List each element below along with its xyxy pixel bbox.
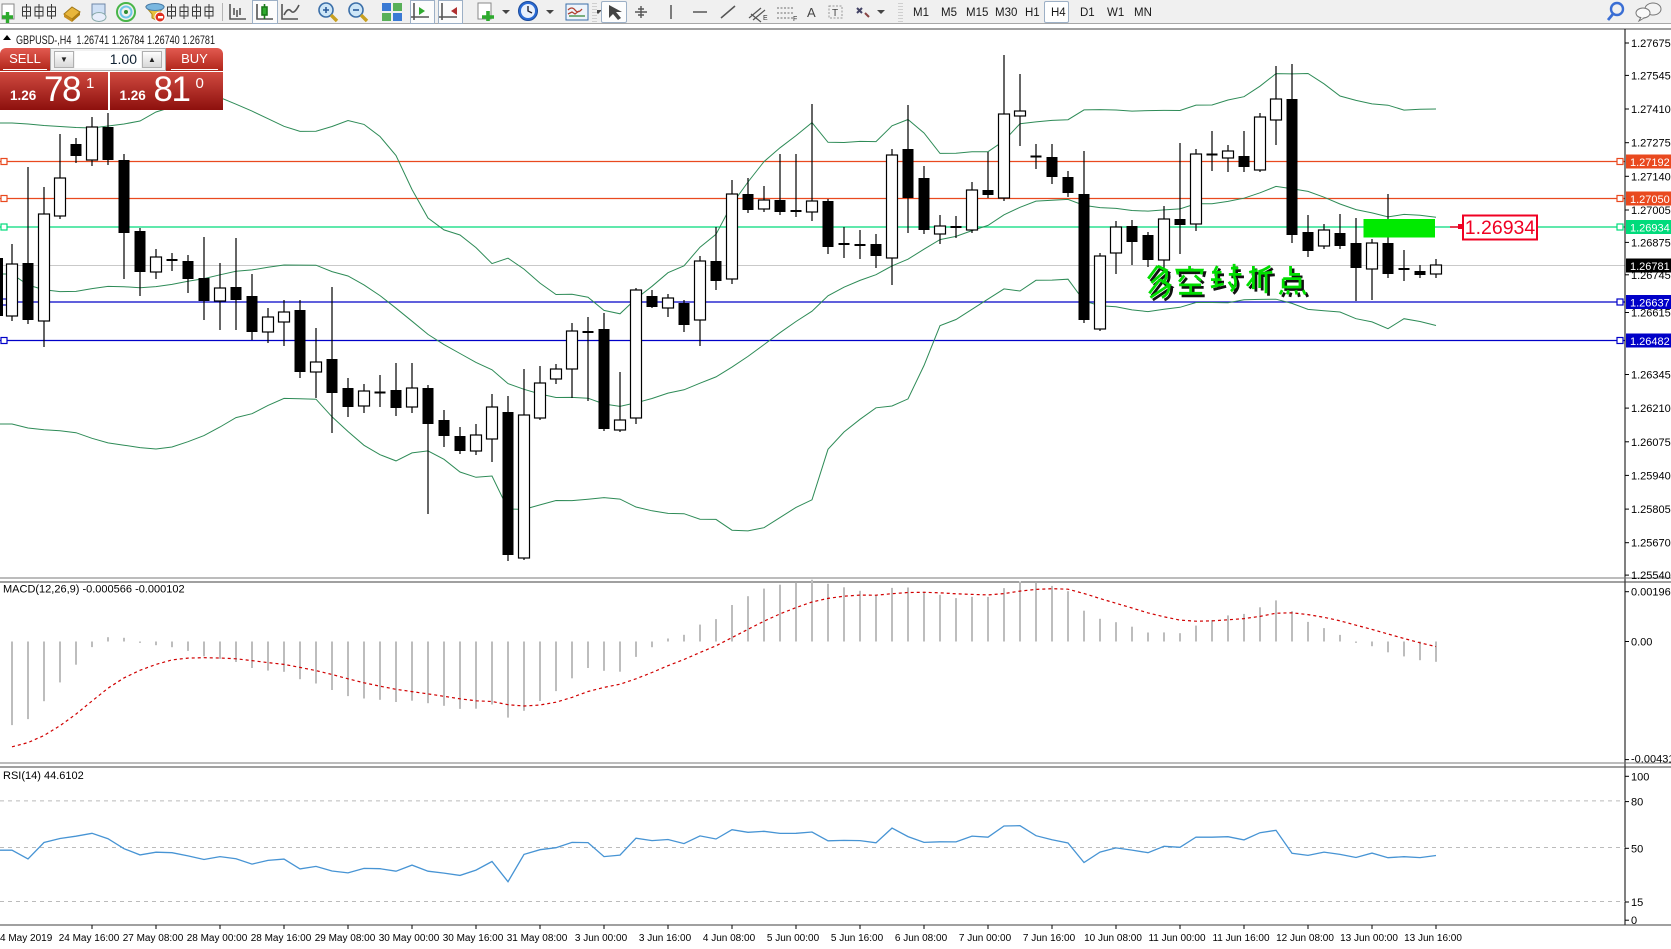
svg-text:1.27675: 1.27675 [1631,38,1671,50]
svg-text:1.27410: 1.27410 [1631,104,1671,116]
svg-text:11 Jun 00:00: 11 Jun 00:00 [1148,933,1206,944]
svg-text:7 Jun 00:00: 7 Jun 00:00 [959,933,1012,944]
svg-text:1.25940: 1.25940 [1631,470,1671,482]
svg-text:28 May 16:00: 28 May 16:00 [251,933,312,944]
svg-text:3 Jun 00:00: 3 Jun 00:00 [575,933,628,944]
svg-text:1.26482: 1.26482 [1630,336,1670,348]
svg-text:1.25805: 1.25805 [1631,504,1671,516]
svg-text:11 Jun 16:00: 11 Jun 16:00 [1212,933,1270,944]
svg-text:1.27192: 1.27192 [1630,157,1670,169]
svg-text:27 May 08:00: 27 May 08:00 [123,933,184,944]
svg-text:W1: W1 [1107,7,1124,19]
svg-text:M5: M5 [941,7,957,19]
svg-text:1.25540: 1.25540 [1631,570,1671,582]
svg-text:31 May 08:00: 31 May 08:00 [507,933,568,944]
svg-text:F: F [793,16,797,23]
svg-text:1.26781: 1.26781 [1630,261,1670,273]
svg-text:50: 50 [1631,843,1643,855]
svg-text:24 May 16:00: 24 May 16:00 [59,933,120,944]
svg-text:30 May 16:00: 30 May 16:00 [443,933,504,944]
svg-text:1.26615: 1.26615 [1631,308,1671,320]
svg-text:1.26210: 1.26210 [1631,403,1671,415]
svg-text:H4: H4 [1051,7,1066,19]
svg-text:6 Jun 08:00: 6 Jun 08:00 [895,933,948,944]
svg-text:3 Jun 16:00: 3 Jun 16:00 [639,933,692,944]
svg-text:1.27005: 1.27005 [1631,205,1671,217]
svg-text:28 May 00:00: 28 May 00:00 [187,933,248,944]
svg-text:13 Jun 16:00: 13 Jun 16:00 [1404,933,1462,944]
svg-text:0.001962: 0.001962 [1631,587,1671,599]
svg-text:100: 100 [1631,771,1649,783]
svg-text:5 Jun 16:00: 5 Jun 16:00 [831,933,884,944]
svg-text:MN: MN [1134,7,1152,19]
svg-text:7 Jun 16:00: 7 Jun 16:00 [1023,933,1076,944]
svg-text:13 Jun 00:00: 13 Jun 00:00 [1340,933,1398,944]
svg-text:D1: D1 [1080,7,1095,19]
svg-text:1.27275: 1.27275 [1631,138,1671,150]
svg-text:RSI(14) 44.6102: RSI(14) 44.6102 [3,770,84,782]
svg-text:1.26875: 1.26875 [1631,237,1671,249]
svg-text:1.26934: 1.26934 [1465,217,1536,239]
svg-text:A: A [807,5,816,20]
svg-text:1.27050: 1.27050 [1630,194,1670,206]
svg-text:M30: M30 [995,7,1017,19]
svg-text:4 May 2019: 4 May 2019 [0,933,53,944]
svg-text:MACD(12,26,9) -0.000566 -0.000: MACD(12,26,9) -0.000566 -0.000102 [3,584,185,596]
svg-text:-0.004312: -0.004312 [1631,754,1671,766]
svg-text:1.27140: 1.27140 [1631,171,1671,183]
svg-text:M15: M15 [966,7,988,19]
svg-text:0.00: 0.00 [1631,637,1652,649]
svg-text:T: T [832,8,838,19]
svg-text:1.26075: 1.26075 [1631,437,1671,449]
svg-text:4 Jun 08:00: 4 Jun 08:00 [703,933,756,944]
svg-text:E: E [763,15,768,22]
svg-text:30 May 00:00: 30 May 00:00 [379,933,440,944]
svg-text:1.26637: 1.26637 [1630,298,1670,310]
svg-text:80: 80 [1631,797,1643,809]
svg-text:1.27545: 1.27545 [1631,70,1671,82]
svg-text:29 May 08:00: 29 May 08:00 [315,933,376,944]
svg-text:GBPUSD-,H4 1.26741 1.26784 1.: GBPUSD-,H4 1.26741 1.26784 1.26740 1.267… [16,33,215,47]
svg-text:0: 0 [1631,915,1637,927]
svg-text:M1: M1 [913,7,929,19]
svg-text:1.26934: 1.26934 [1630,223,1670,235]
svg-text:10 Jun 08:00: 10 Jun 08:00 [1084,933,1142,944]
svg-text:12 Jun 08:00: 12 Jun 08:00 [1276,933,1334,944]
svg-text:1.26745: 1.26745 [1631,270,1671,282]
svg-text:15: 15 [1631,897,1643,909]
svg-text:5 Jun 00:00: 5 Jun 00:00 [767,933,820,944]
svg-text:1.26345: 1.26345 [1631,370,1671,382]
svg-text:H1: H1 [1025,7,1040,19]
svg-text:1.25670: 1.25670 [1631,538,1671,550]
